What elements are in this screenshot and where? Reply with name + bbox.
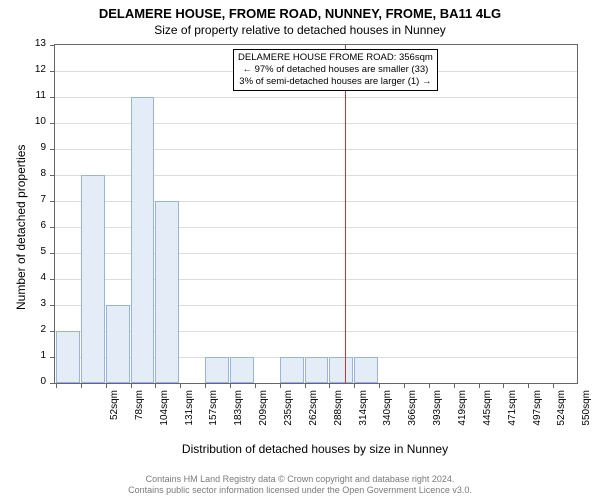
page-subtitle: Size of property relative to detached ho… [0,21,600,37]
x-tick [280,383,281,388]
y-tick-label: 4 [26,272,46,283]
x-tick [329,383,330,388]
chart-container: DELAMERE HOUSE, FROME ROAD, NUNNEY, FROM… [0,0,600,500]
histogram-bar [329,357,353,383]
annot-line-2: ← 97% of detached houses are smaller (33… [238,64,433,76]
y-tick [50,149,55,150]
x-tick-label: 131sqm [184,390,195,440]
x-tick-label: 262sqm [308,390,319,440]
x-tick [528,383,529,388]
x-tick [429,383,430,388]
histogram-bar [81,175,105,383]
y-tick [50,305,55,306]
y-tick [50,227,55,228]
x-tick-label: 340sqm [382,390,393,440]
x-tick [354,383,355,388]
y-tick [50,175,55,176]
x-axis-label: Distribution of detached houses by size … [54,442,576,456]
y-tick [50,279,55,280]
y-tick [50,253,55,254]
x-tick [180,383,181,388]
y-tick-label: 0 [26,376,46,387]
x-tick [230,383,231,388]
histogram-bar [230,357,254,383]
histogram-bar [155,201,179,383]
y-tick-label: 13 [26,38,46,49]
footer-line-2: Contains public sector information licen… [0,485,600,496]
x-tick-label: 104sqm [159,390,170,440]
histogram-bar [131,97,155,383]
y-tick [50,201,55,202]
y-tick [50,71,55,72]
footer-attribution: Contains HM Land Registry data © Crown c… [0,474,600,496]
page-title: DELAMERE HOUSE, FROME ROAD, NUNNEY, FROM… [0,0,600,21]
x-tick-label: 209sqm [258,390,269,440]
x-tick-label: 524sqm [556,390,567,440]
y-tick [50,383,55,384]
x-tick [305,383,306,388]
x-tick [454,383,455,388]
y-tick-label: 9 [26,142,46,153]
footer-line-1: Contains HM Land Registry data © Crown c… [0,474,600,485]
x-tick-label: 183sqm [233,390,244,440]
annot-line-3: 3% of semi-detached houses are larger (1… [238,76,433,88]
x-tick [479,383,480,388]
histogram-bar [205,357,229,383]
y-tick-label: 3 [26,298,46,309]
y-tick-label: 2 [26,324,46,335]
x-tick [81,383,82,388]
histogram-bar [106,305,130,383]
x-tick-label: 52sqm [109,390,120,440]
y-tick-label: 10 [26,116,46,127]
x-tick-label: 314sqm [358,390,369,440]
x-tick [553,383,554,388]
x-tick [205,383,206,388]
x-tick [56,383,57,388]
x-tick-label: 78sqm [134,390,145,440]
x-tick [106,383,107,388]
y-tick-label: 7 [26,194,46,205]
histogram-bar [305,357,329,383]
marker-line [345,45,346,383]
y-tick-label: 6 [26,220,46,231]
x-tick [155,383,156,388]
x-tick-label: 366sqm [407,390,418,440]
plot-area: DELAMERE HOUSE FROME ROAD: 356sqm← 97% o… [54,44,578,384]
y-tick-label: 8 [26,168,46,179]
x-tick-label: 157sqm [208,390,219,440]
y-tick-label: 5 [26,246,46,257]
y-tick [50,357,55,358]
x-tick [379,383,380,388]
x-tick [503,383,504,388]
x-tick-label: 471sqm [507,390,518,440]
x-tick-label: 288sqm [333,390,344,440]
x-tick-label: 419sqm [457,390,468,440]
annotation-box: DELAMERE HOUSE FROME ROAD: 356sqm← 97% o… [233,49,438,91]
y-tick [50,45,55,46]
x-tick-label: 445sqm [482,390,493,440]
x-tick-label: 235sqm [283,390,294,440]
y-tick [50,97,55,98]
histogram-bar [56,331,80,383]
x-tick-label: 497sqm [532,390,543,440]
histogram-bar [354,357,378,383]
y-tick [50,331,55,332]
y-tick [50,123,55,124]
x-tick [255,383,256,388]
x-tick-label: 550sqm [581,390,592,440]
x-tick-label: 393sqm [432,390,443,440]
y-tick-label: 11 [26,90,46,101]
y-tick-label: 1 [26,350,46,361]
histogram-bar [280,357,304,383]
annot-line-1: DELAMERE HOUSE FROME ROAD: 356sqm [238,52,433,64]
x-tick [131,383,132,388]
x-tick [404,383,405,388]
y-tick-label: 12 [26,64,46,75]
